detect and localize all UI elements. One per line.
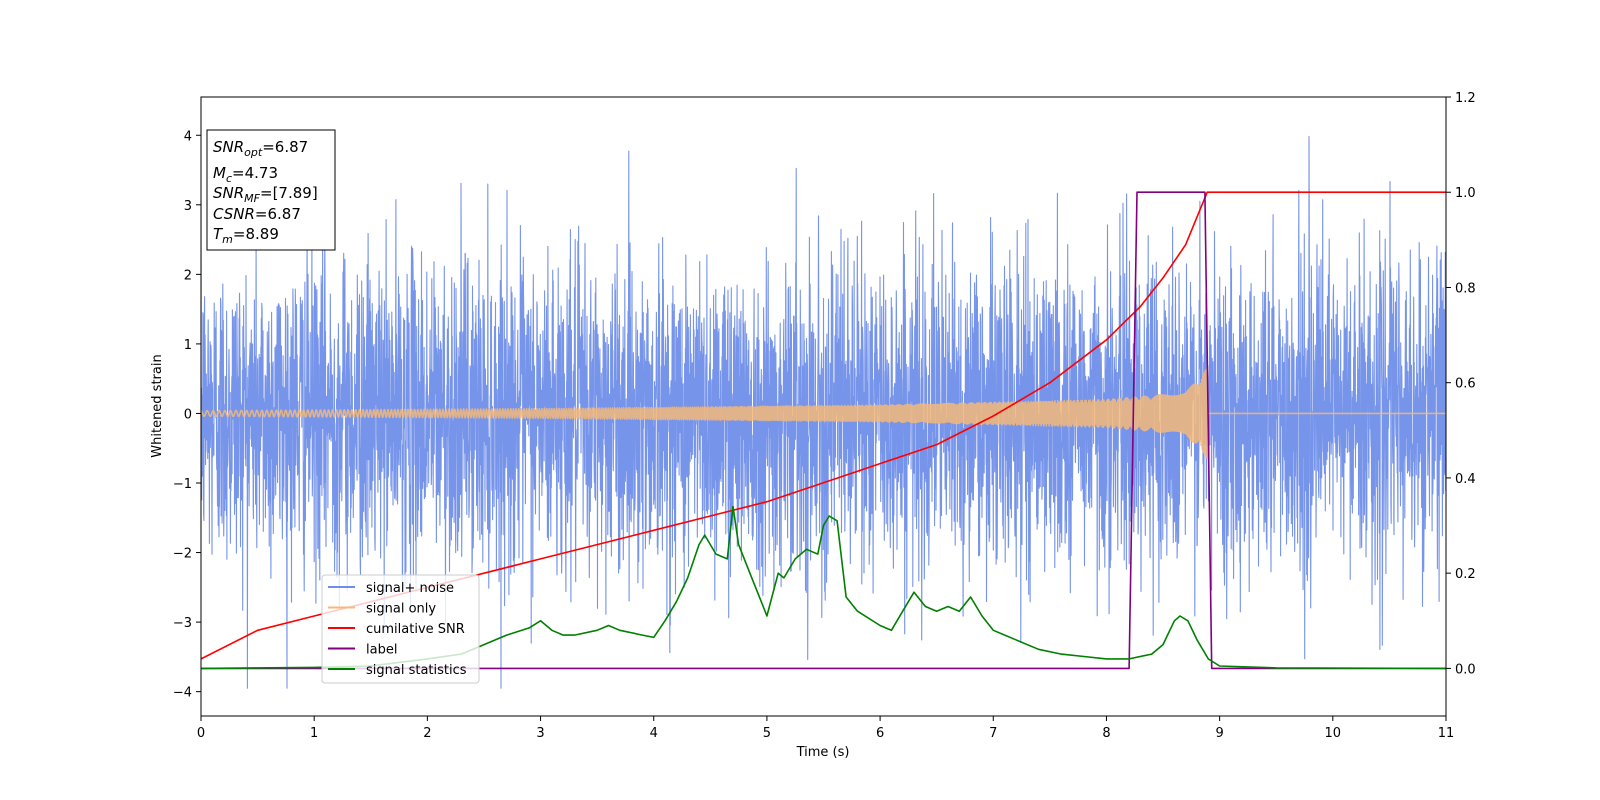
info-subscript: MF: [244, 192, 260, 205]
y-right-tick-label: 1.0: [1455, 186, 1476, 201]
series-signal-statistics-line: [201, 505, 1446, 670]
x-tick-label: 5: [763, 726, 771, 741]
y-axis-left: 4 3 2 1 0 −1 −2 −3 −4: [173, 129, 201, 701]
x-axis: 0 1 2 3 4 5 6 7 8 9 10 11: [197, 716, 1454, 741]
y-right-tick-label: 0.6: [1455, 377, 1476, 392]
info-box-line: SNRopt=6.87: [213, 138, 308, 159]
series-signal-noise-line: [201, 135, 1446, 689]
legend-label: signal only: [366, 602, 436, 617]
x-tick-label: 9: [1215, 726, 1223, 741]
info-symbol: T: [213, 225, 224, 243]
y-left-tick-label: 1: [184, 338, 192, 353]
y-right-tick-label: 0.2: [1455, 567, 1476, 582]
info-symbol: CSNR: [213, 205, 255, 223]
info-subscript: opt: [244, 146, 263, 159]
x-tick-label: 2: [423, 726, 431, 741]
legend-label: signal statistics: [366, 663, 467, 678]
info-box-line: CSNR=6.87: [213, 205, 301, 223]
plot-frame: [200, 96, 1447, 717]
x-tick-label: 10: [1325, 726, 1342, 741]
info-subscript: c: [226, 172, 232, 185]
x-tick-label: 11: [1438, 726, 1455, 741]
info-value: =8.89: [233, 225, 279, 243]
y-left-tick-label: −3: [173, 616, 192, 631]
info-symbol: SNR: [213, 138, 244, 156]
y-left-tick-label: −2: [173, 547, 192, 562]
x-tick-label: 6: [876, 726, 884, 741]
y-axis-right: 1.2 1.0 0.8 0.6 0.4 0.2 0.0: [1446, 91, 1476, 677]
info-value: =6.87: [255, 205, 301, 223]
y-left-tick-label: 2: [184, 268, 192, 283]
y-right-tick-label: 1.2: [1455, 91, 1476, 106]
info-box-line: Mc=4.73: [213, 164, 278, 185]
x-tick-label: 4: [650, 726, 658, 741]
x-tick-label: 8: [1102, 726, 1110, 741]
y-right-tick-label: 0.0: [1455, 662, 1476, 677]
legend-label: cumilative SNR: [366, 622, 465, 637]
legend-label: label: [366, 643, 397, 658]
x-tick-label: 1: [310, 726, 318, 741]
info-symbol: M: [213, 164, 226, 182]
y-left-tick-label: −1: [173, 477, 192, 492]
y-axis-label: Whitened strain: [150, 354, 165, 457]
info-box-line: Tm=8.89: [213, 225, 279, 246]
y-left-tick-label: 4: [184, 129, 192, 144]
x-tick-label: 3: [536, 726, 544, 741]
info-symbol: SNR: [213, 184, 244, 202]
x-tick-label: 0: [197, 726, 205, 741]
legend: signal+ noise signal only cumilative SNR la…: [321, 574, 480, 684]
series-signal-only-line: [201, 368, 1446, 459]
info-box: SNRopt=6.87Mc=4.73SNRMF=[7.89]CSNR=6.87T…: [206, 129, 336, 251]
x-axis-label: Time (s): [796, 745, 850, 760]
y-left-tick-label: −4: [173, 686, 192, 701]
x-tick-label: 7: [989, 726, 997, 741]
info-value: =[7.89]: [260, 184, 318, 202]
legend-frame: [321, 574, 480, 684]
y-right-tick-label: 0.8: [1455, 281, 1476, 296]
info-subscript: m: [222, 233, 233, 246]
info-value: =6.87: [262, 138, 308, 156]
info-value: =4.73: [232, 164, 278, 182]
legend-label: signal+ noise: [366, 581, 454, 596]
y-right-tick-label: 0.4: [1455, 472, 1476, 487]
info-box-frame: [206, 129, 336, 251]
info-box-line: SNRMF=[7.89]: [213, 184, 318, 205]
y-left-tick-label: 3: [184, 199, 192, 214]
series-label-line: [201, 191, 1446, 670]
y-left-tick-label: 0: [184, 407, 192, 422]
